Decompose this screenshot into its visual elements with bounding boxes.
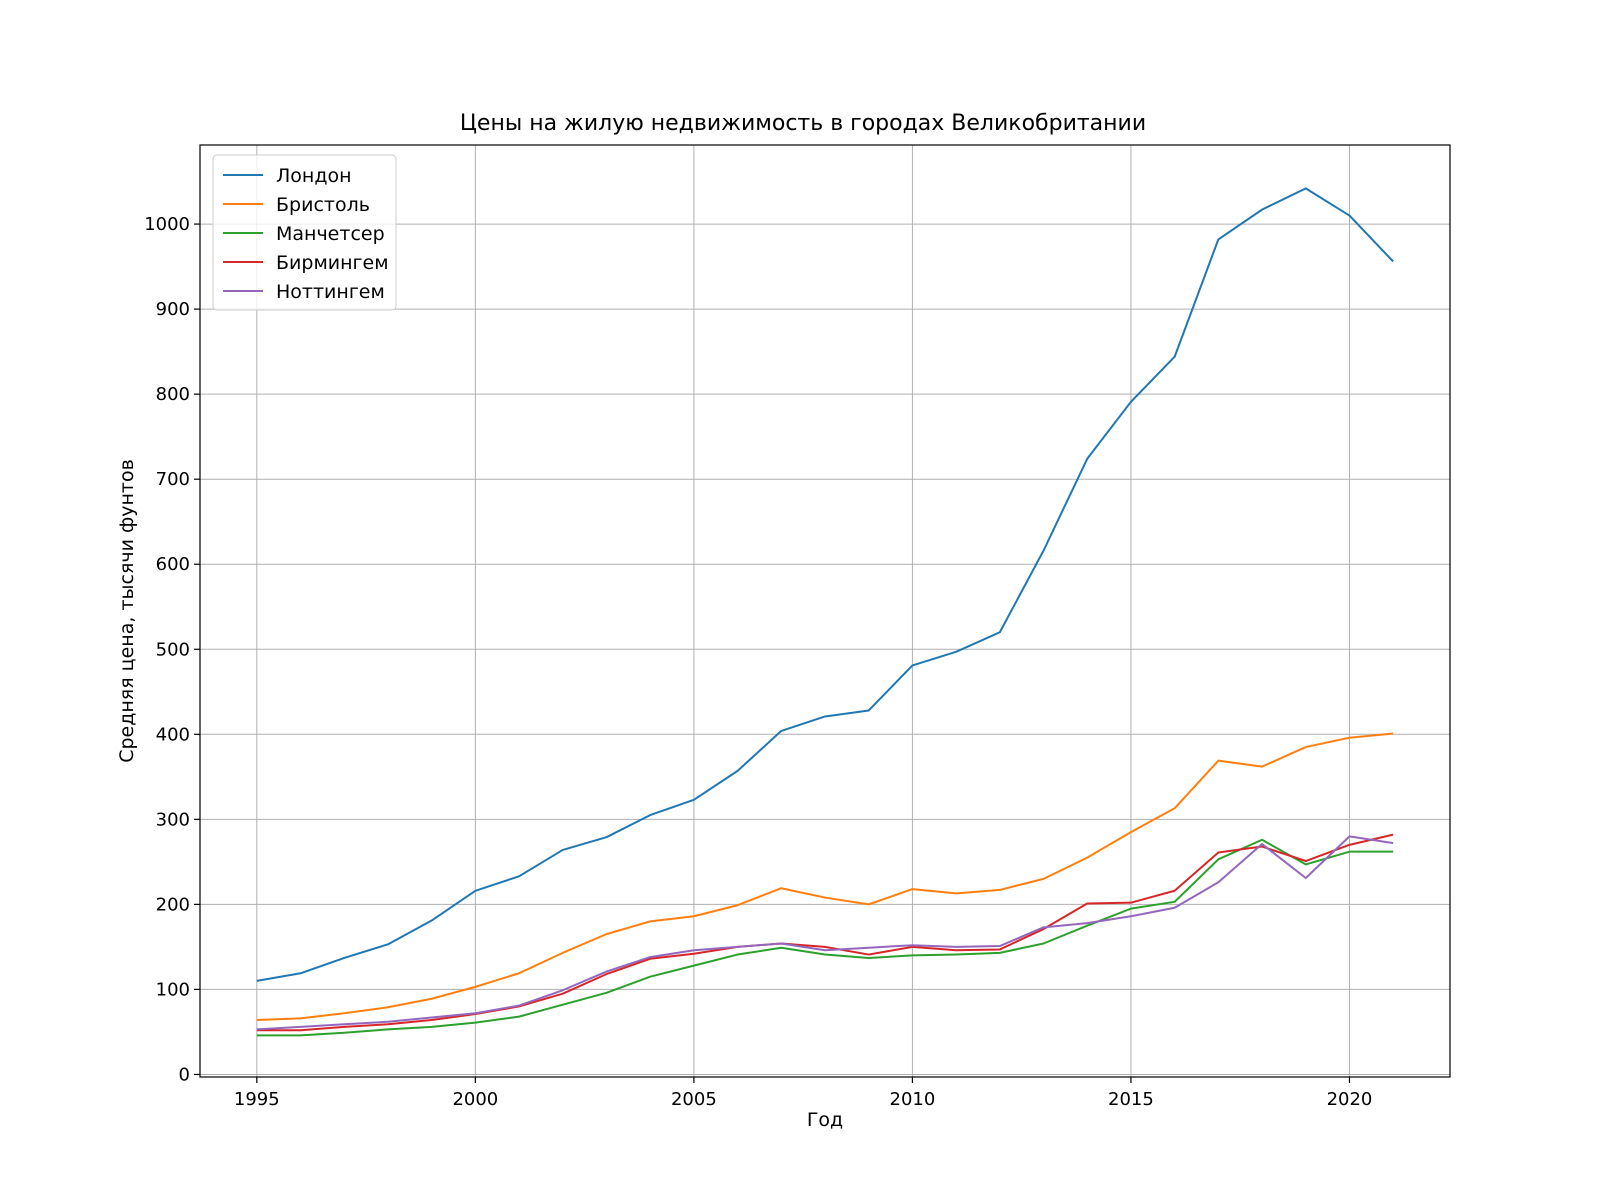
y-tick-label: 400 (156, 724, 190, 745)
y-tick-label: 800 (156, 384, 190, 405)
series-lines (256, 187, 1394, 1037)
legend-box (212, 154, 397, 311)
series-line-3 (256, 833, 1394, 1032)
legend-label: Манчетсер (276, 223, 385, 245)
y-tick-label: 900 (156, 299, 190, 320)
legend-label: Лондон (276, 165, 352, 187)
chart-title: Цены на жилую недвижимость в городах Вел… (460, 111, 1146, 136)
y-tick-label: 200 (156, 894, 190, 915)
series-line-1 (256, 732, 1394, 1022)
grid-lines (200, 145, 1450, 1077)
x-tick-label: 2000 (452, 1089, 498, 1110)
y-axis-ticks: 0 100 200 300 400 500 600 700 800 900 1000 (144, 214, 200, 1085)
x-tick-label: 2020 (1327, 1089, 1373, 1110)
legend-label: Ноттингем (276, 281, 385, 303)
y-tick-label: 300 (156, 809, 190, 830)
x-tick-label: 2005 (671, 1089, 717, 1110)
y-tick-label: 1000 (144, 214, 190, 235)
plot-area-frame (199, 144, 1451, 1078)
series-line-0 (256, 187, 1394, 982)
y-tick-label: 0 (179, 1064, 190, 1085)
x-tick-label: 2015 (1108, 1089, 1154, 1110)
y-axis-label: Средняя цена, тысячи фунтов (116, 459, 138, 763)
legend-label: Бирмингем (276, 252, 389, 274)
y-tick-label: 700 (156, 469, 190, 490)
y-tick-label: 500 (156, 639, 190, 660)
x-tick-label: 1995 (234, 1089, 280, 1110)
y-tick-label: 600 (156, 554, 190, 575)
series-line-2 (256, 838, 1394, 1037)
y-tick-label: 100 (156, 979, 190, 1000)
x-tick-label: 2010 (890, 1089, 936, 1110)
legend-label: Бристоль (276, 194, 370, 216)
x-axis-ticks: 1995 2000 2005 2010 2015 2020 (234, 1077, 1372, 1110)
series-line-4 (256, 835, 1394, 1031)
legend: Лондон Бристоль Манчетсер Бирмингем Ноттинге… (212, 154, 397, 311)
x-axis-label: Год (807, 1109, 843, 1131)
